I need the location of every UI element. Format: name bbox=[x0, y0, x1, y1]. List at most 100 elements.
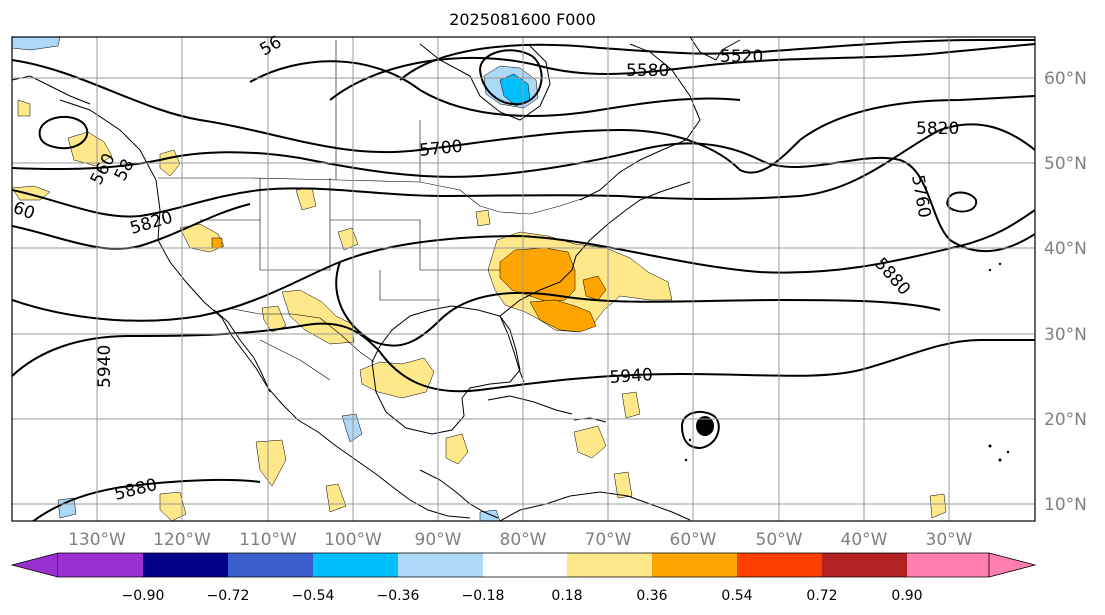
contour-hudson-low bbox=[479, 49, 543, 106]
border-state-1 bbox=[259, 178, 331, 271]
lat-label-40n: 40°N bbox=[1044, 239, 1087, 259]
colorbar-bin-9 bbox=[737, 553, 822, 577]
colorbar-bin-8 bbox=[652, 553, 737, 577]
contour-5880-loop bbox=[335, 261, 941, 347]
shade-yellow-far-east bbox=[929, 493, 947, 519]
coast-cuba bbox=[487, 395, 573, 415]
colorbar-tick-8: 0.54 bbox=[721, 588, 752, 604]
colorbar-tick-7: 0.36 bbox=[636, 588, 667, 604]
colorbar-outline bbox=[58, 552, 989, 578]
height-contours bbox=[12, 39, 1035, 521]
colorbar-tick-10: 0.90 bbox=[891, 588, 922, 604]
shade-yellow-alaska bbox=[17, 99, 31, 117]
border-state-2 bbox=[330, 219, 421, 270]
shade-orange-plains bbox=[211, 237, 223, 249]
contour-5880 bbox=[12, 209, 1035, 322]
contour-5700 bbox=[12, 59, 1035, 174]
longitude-label-group: 130°W 120°W 110°W 100°W 90°W 80°W 70°W 6… bbox=[68, 530, 973, 550]
colorbar-extend-high bbox=[988, 552, 1037, 578]
shade-yellow-mexico bbox=[359, 357, 435, 399]
colorbar-bin-10 bbox=[822, 553, 907, 577]
shade-yellow-carib bbox=[573, 425, 607, 459]
colorbar-bin-11 bbox=[907, 553, 989, 577]
shade-lightblue-baja bbox=[341, 413, 363, 443]
coast-west-north-america bbox=[59, 99, 471, 519]
lat-label-20n: 20°N bbox=[1044, 410, 1087, 430]
shade-yellow-greatlakes bbox=[475, 209, 491, 227]
lon-label-120w: 120°W bbox=[153, 530, 211, 550]
gridlines bbox=[12, 37, 1035, 521]
contour-label-5940-west: 5940 bbox=[95, 345, 115, 388]
lon-label-130w: 130°W bbox=[68, 530, 126, 550]
contour-label-5940-east: 5940 bbox=[609, 365, 654, 388]
border-us-mexico bbox=[227, 307, 375, 363]
lon-label-70w: 70°W bbox=[585, 530, 632, 550]
colorbar-bin-2 bbox=[143, 553, 228, 577]
coast-gulf-of-mexico bbox=[371, 305, 521, 435]
coast-south-america bbox=[499, 491, 691, 521]
contour-alaska-low bbox=[38, 115, 89, 150]
shade-yellow-gulf bbox=[445, 433, 469, 465]
contour-5940 bbox=[12, 322, 1035, 393]
lon-label-80w: 80°W bbox=[500, 530, 547, 550]
map-title: 2025081600 F000 bbox=[449, 10, 596, 29]
contour-5820-b bbox=[12, 203, 251, 250]
lat-label-50n: 50°N bbox=[1044, 154, 1087, 174]
colorbar: −0.90 −0.72 −0.54 −0.36 −0.18 0.18 0.36 … bbox=[10, 552, 1037, 604]
shade-lightblue-nw bbox=[12, 37, 61, 51]
lon-label-110w: 110°W bbox=[239, 530, 297, 550]
colorbar-tick-2: −0.72 bbox=[207, 588, 250, 604]
shading-negative bbox=[12, 37, 539, 521]
coast-baja bbox=[213, 309, 271, 393]
border-us-canada bbox=[158, 177, 591, 215]
colorbar-tick-4: −0.36 bbox=[377, 588, 420, 604]
shade-yellow-colombia bbox=[325, 483, 347, 513]
latitude-label-group: 60°N 50°N 40°N 30°N 20°N 10°N bbox=[1044, 69, 1087, 515]
coast-alaska bbox=[12, 75, 91, 105]
lon-label-50w: 50°W bbox=[756, 530, 803, 550]
contour-5760 bbox=[12, 142, 1035, 253]
lat-label-10n: 10°N bbox=[1044, 495, 1087, 515]
lat-label-60n: 60°N bbox=[1044, 69, 1087, 89]
contour-label-5520: 5520 bbox=[720, 47, 763, 67]
colorbar-tick-3: −0.54 bbox=[292, 588, 335, 604]
border-mexico-states bbox=[259, 339, 331, 381]
colorbar-extend-low bbox=[10, 552, 59, 578]
colorbar-tick-5: −0.18 bbox=[462, 588, 505, 604]
colorbar-bin-6 bbox=[483, 553, 567, 577]
colorbar-tick-6: 0.18 bbox=[551, 588, 582, 604]
colorbar-bin-4 bbox=[313, 553, 398, 577]
contour-label-5820-east: 5820 bbox=[916, 119, 959, 139]
contour-5640 bbox=[249, 60, 741, 117]
lon-label-60w: 60°W bbox=[670, 530, 717, 550]
coast-central-america bbox=[419, 469, 499, 519]
lat-label-30n: 30°N bbox=[1044, 325, 1087, 345]
lon-label-40w: 40°W bbox=[841, 530, 888, 550]
colorbar-bin-1 bbox=[58, 553, 143, 577]
colorbar-bin-3 bbox=[228, 553, 313, 577]
shade-yellow-cam bbox=[255, 439, 287, 487]
coast-florida bbox=[499, 315, 525, 383]
lon-label-30w: 30°W bbox=[926, 530, 973, 550]
contour-5520 bbox=[399, 39, 1035, 81]
lon-label-100w: 100°W bbox=[324, 530, 382, 550]
border-state-5 bbox=[379, 270, 440, 301]
colorbar-tick-9: 0.72 bbox=[806, 588, 837, 604]
contour-5580 bbox=[329, 43, 1035, 101]
shade-yellow-southpac bbox=[159, 491, 187, 521]
shade-yellow-venezuela bbox=[613, 471, 633, 499]
shade-orange-mid bbox=[529, 299, 597, 333]
contour-label-5700: 5700 bbox=[418, 137, 463, 161]
lon-label-90w: 90°W bbox=[415, 530, 462, 550]
contour-5820-a bbox=[12, 123, 1035, 218]
map-frame bbox=[11, 36, 1036, 522]
shade-yellow-atlantic bbox=[621, 391, 641, 419]
contour-label-5580: 5580 bbox=[626, 61, 669, 81]
shade-orange-east bbox=[582, 275, 607, 301]
contour-atlantic-high bbox=[946, 191, 978, 213]
colorbar-bin-7 bbox=[567, 553, 652, 577]
colorbar-bin-5 bbox=[398, 553, 483, 577]
contour-5880-south bbox=[31, 478, 261, 521]
